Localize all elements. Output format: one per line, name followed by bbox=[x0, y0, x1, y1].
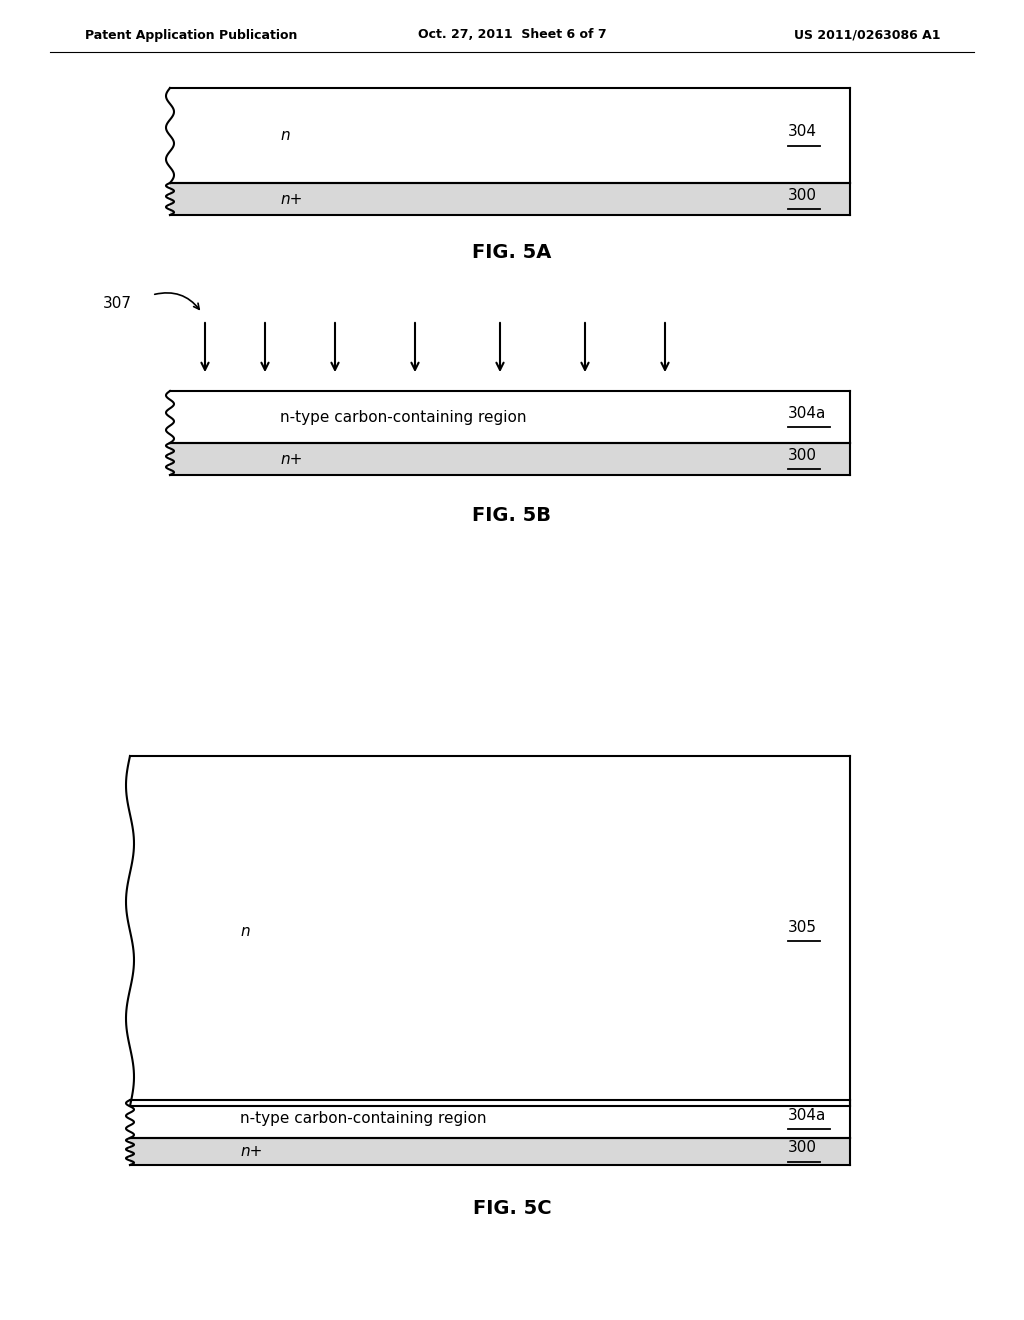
Text: 300: 300 bbox=[788, 187, 817, 202]
Bar bbox=[130, 1138, 850, 1166]
Text: n+: n+ bbox=[280, 191, 302, 206]
Text: n+: n+ bbox=[280, 451, 302, 466]
Text: US 2011/0263086 A1: US 2011/0263086 A1 bbox=[794, 29, 940, 41]
Text: FIG. 5C: FIG. 5C bbox=[473, 1200, 551, 1218]
Text: n+: n+ bbox=[240, 1144, 262, 1159]
Text: n-type carbon-containing region: n-type carbon-containing region bbox=[240, 1111, 486, 1126]
Text: 304a: 304a bbox=[788, 1107, 826, 1122]
Text: 300: 300 bbox=[788, 447, 817, 462]
Text: 305: 305 bbox=[788, 920, 817, 935]
Text: n-type carbon-containing region: n-type carbon-containing region bbox=[280, 409, 526, 425]
Text: n: n bbox=[240, 924, 250, 939]
Bar bbox=[170, 444, 850, 475]
Text: FIG. 5B: FIG. 5B bbox=[472, 506, 552, 524]
Text: 300: 300 bbox=[788, 1140, 817, 1155]
Text: 304a: 304a bbox=[788, 405, 826, 421]
Text: Patent Application Publication: Patent Application Publication bbox=[85, 29, 297, 41]
Text: 304: 304 bbox=[788, 124, 817, 139]
Text: Oct. 27, 2011  Sheet 6 of 7: Oct. 27, 2011 Sheet 6 of 7 bbox=[418, 29, 606, 41]
Text: n: n bbox=[280, 128, 290, 143]
Text: FIG. 5A: FIG. 5A bbox=[472, 243, 552, 263]
Text: 307: 307 bbox=[103, 296, 132, 310]
Bar bbox=[170, 183, 850, 215]
